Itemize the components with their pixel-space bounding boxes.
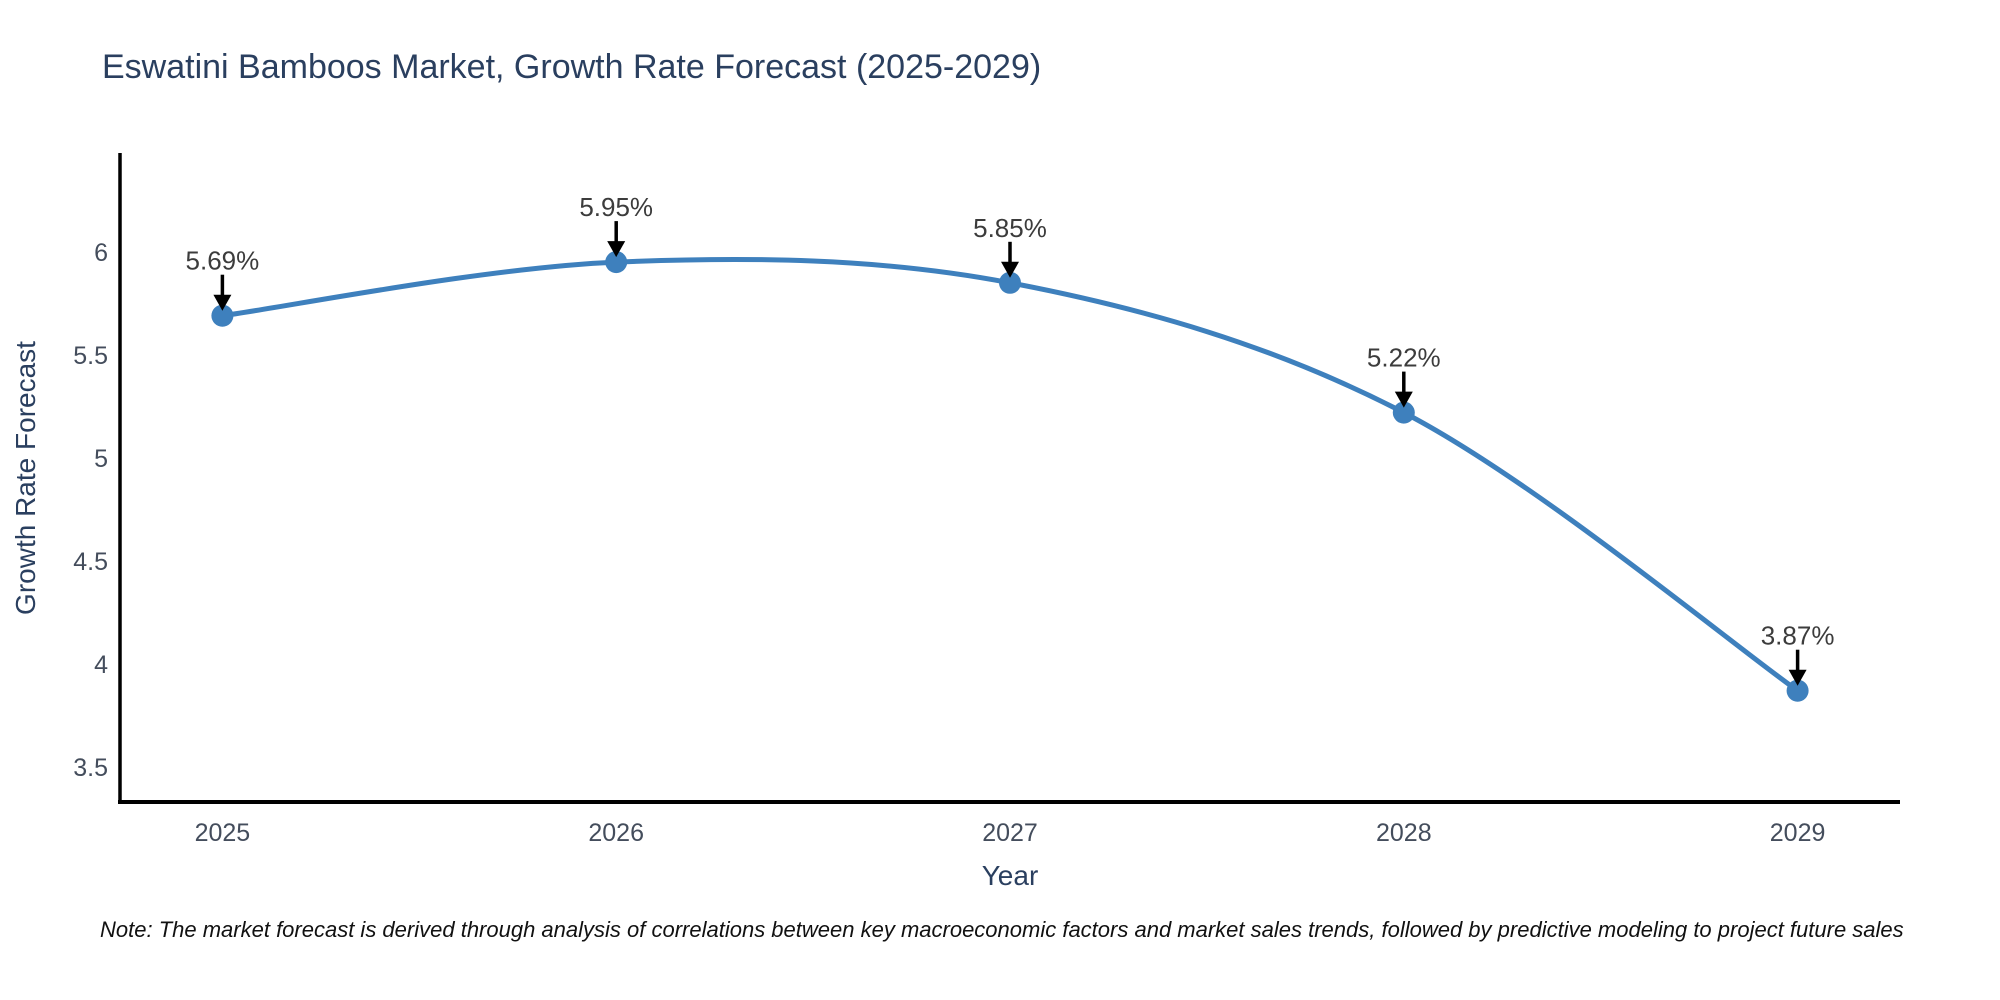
- x-tick-label: 2028: [1376, 819, 1432, 847]
- annotation-arrowhead-icon: [1788, 669, 1807, 686]
- data-point-marker[interactable]: [605, 251, 628, 274]
- annotation-arrowhead-icon: [607, 241, 626, 258]
- data-point-marker[interactable]: [211, 304, 234, 327]
- annotation-arrowhead-icon: [1001, 261, 1019, 278]
- annotation-arrowhead-icon: [213, 294, 232, 311]
- data-point-marker[interactable]: [999, 271, 1021, 294]
- point-value-label: 5.85%: [973, 213, 1047, 243]
- y-tick-label: 3.5: [73, 754, 108, 782]
- point-value-label: 5.22%: [1367, 343, 1441, 373]
- y-axis-title: Growth Rate Forecast: [10, 341, 41, 615]
- trend-line: [219, 256, 1801, 694]
- x-tick-label: 2026: [588, 819, 644, 847]
- x-tick-label: 2029: [1770, 819, 1826, 847]
- chart-note: Note: The market forecast is derived thr…: [100, 917, 1904, 942]
- data-point-marker[interactable]: [1392, 401, 1415, 424]
- y-tick-label: 5.5: [73, 342, 108, 370]
- point-value-label: 3.87%: [1761, 621, 1835, 651]
- point-value-label: 5.69%: [186, 246, 260, 276]
- y-tick-label: 5: [94, 445, 108, 473]
- y-tick-label: 4: [94, 651, 108, 679]
- y-tick-label: 6: [94, 239, 108, 267]
- x-tick-label: 2027: [982, 819, 1038, 847]
- annotation-arrowhead-icon: [1394, 391, 1413, 408]
- x-axis-title: Year: [981, 860, 1039, 891]
- point-value-label: 5.95%: [579, 192, 653, 222]
- data-point-marker[interactable]: [1786, 679, 1809, 702]
- y-tick-label: 4.5: [73, 548, 108, 576]
- chart-title: Eswatini Bamboos Market, Growth Rate For…: [102, 48, 1042, 86]
- x-tick-label: 2025: [195, 819, 251, 847]
